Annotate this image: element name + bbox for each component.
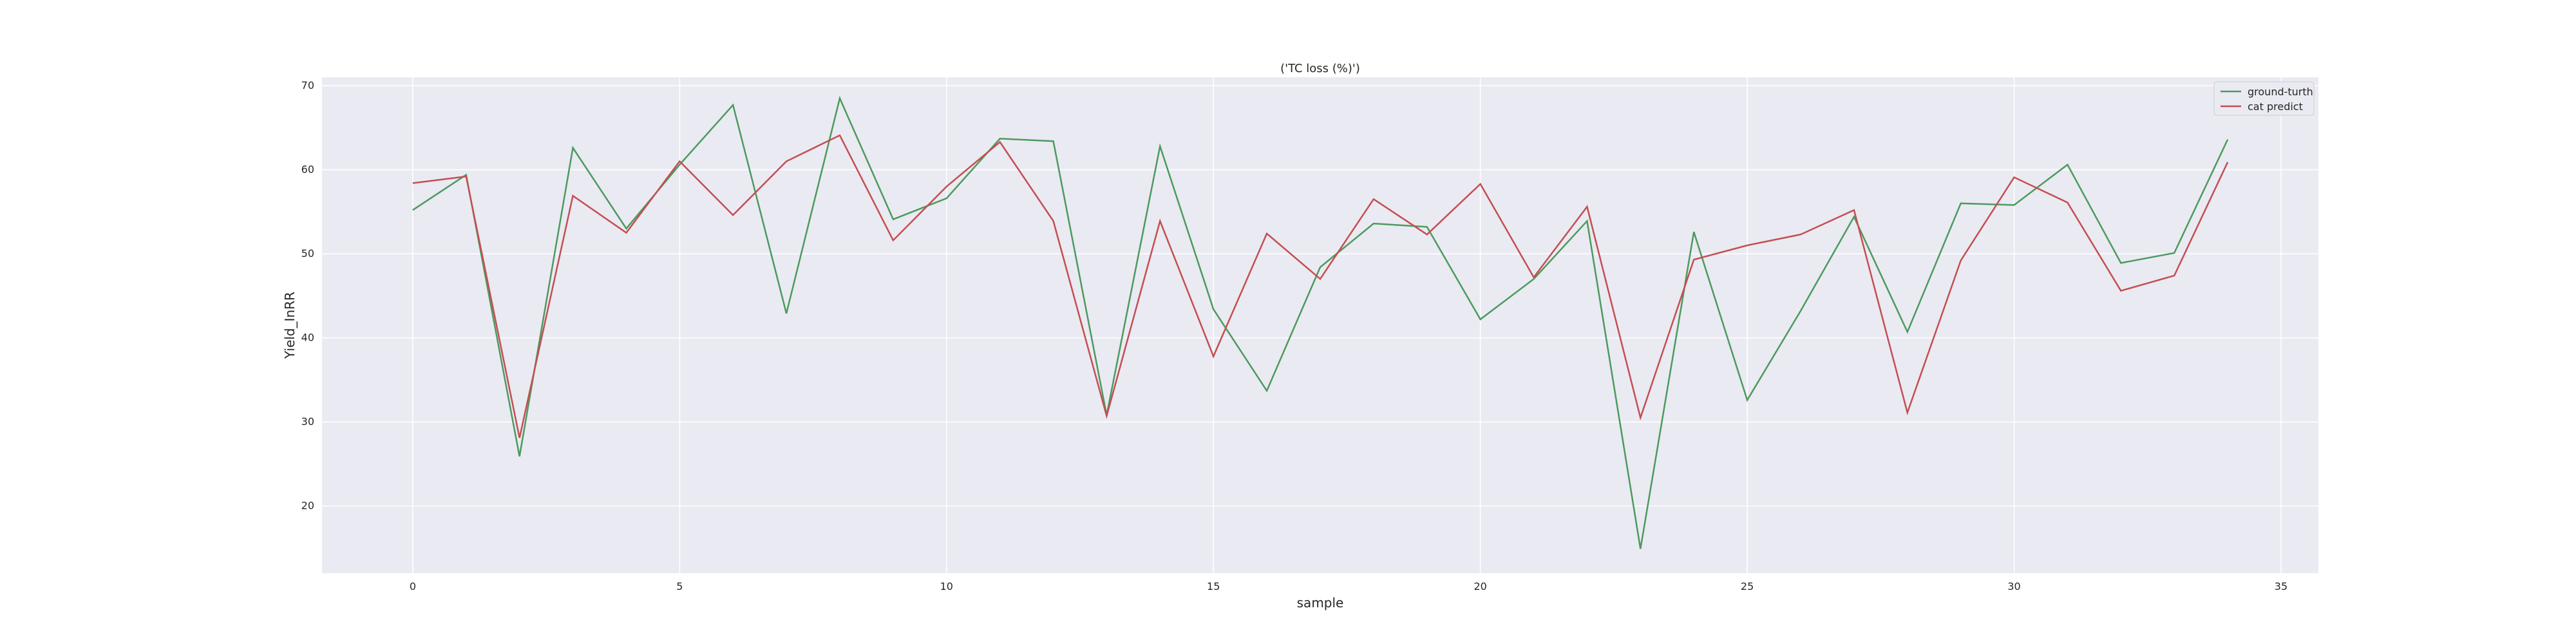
- y-tick-label: 30: [301, 415, 314, 428]
- y-axis-label: Yield_InRR: [282, 292, 298, 359]
- plot-area: [322, 77, 2318, 573]
- y-tick-label: 40: [301, 332, 314, 344]
- grid-lines: [322, 77, 2318, 573]
- x-tick-label: 30: [2007, 580, 2020, 592]
- x-tick-label: 20: [1473, 580, 1486, 592]
- y-tick-label: 60: [301, 164, 314, 176]
- legend-label-cat-predict: cat predict: [2248, 100, 2303, 113]
- y-tick-label: 70: [301, 79, 314, 91]
- legend: ground-turth cat predict: [2213, 81, 2315, 116]
- legend-label-ground-turth: ground-turth: [2248, 86, 2313, 98]
- series-line-cat-predict: [412, 134, 2229, 439]
- y-tick-label: 20: [301, 500, 314, 512]
- x-tick-label: 0: [410, 580, 416, 592]
- x-axis-label: sample: [1297, 595, 1344, 611]
- chart-title: ('TC loss (%)'): [1280, 62, 1360, 75]
- x-tick-label: 35: [2275, 580, 2287, 592]
- series-layer: [412, 95, 2229, 549]
- series-line-ground-turth: [412, 95, 2229, 549]
- x-tick-label: 5: [676, 580, 683, 592]
- x-tick-label: 10: [940, 580, 953, 592]
- y-tick-label: 50: [301, 247, 314, 260]
- tick-labels: 0 5 10 15 20 25 30 35 20 30 40 50 60 70: [301, 79, 2288, 592]
- x-tick-label: 25: [1741, 580, 1754, 592]
- x-tick-label: 15: [1207, 580, 1220, 592]
